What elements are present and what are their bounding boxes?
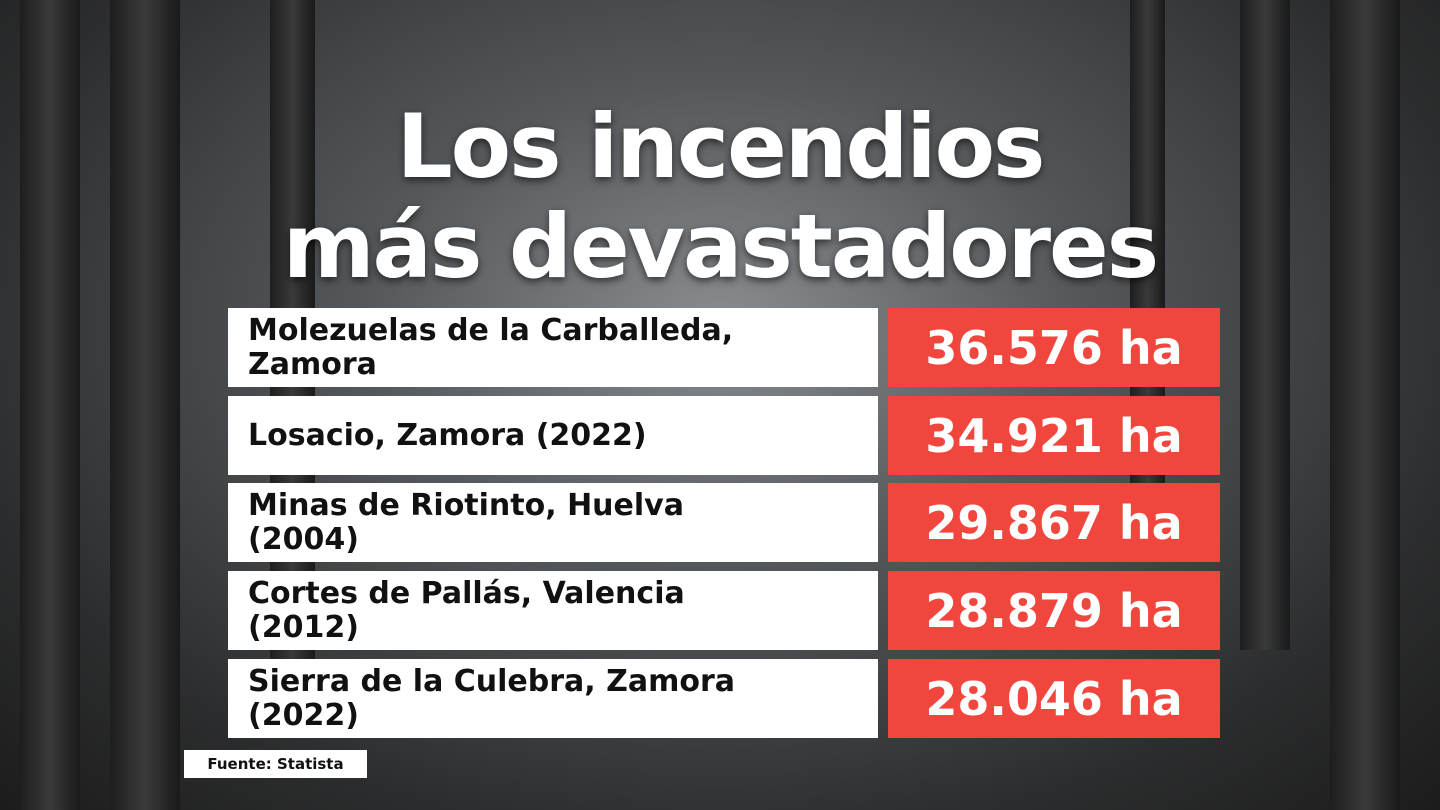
tree-trunk [110, 0, 180, 810]
row-name-line: Minas de Riotinto, Huelva [248, 487, 684, 523]
row-name-line: Molezuelas de la Carballeda, [248, 312, 734, 348]
row-value: 36.576 ha [888, 308, 1220, 387]
row-name-line: Losacio, Zamora (2022) [248, 417, 647, 453]
tree-trunk [20, 0, 80, 810]
row-value: 28.879 ha [888, 571, 1220, 650]
row-name-line: (2022) [248, 697, 359, 733]
row-value: 28.046 ha [888, 659, 1220, 738]
row-value: 34.921 ha [888, 396, 1220, 475]
row-name: Minas de Riotinto, Huelva (2004) [228, 483, 878, 562]
tree-trunk [1330, 0, 1400, 810]
row-value: 29.867 ha [888, 483, 1220, 562]
row-name: Molezuelas de la Carballeda, Zamora [228, 308, 878, 387]
row-name-line: Sierra de la Culebra, Zamora [248, 663, 736, 699]
row-name-line: Cortes de Pallás, Valencia [248, 575, 685, 611]
row-name-line: Zamora [248, 346, 377, 382]
row-name: Sierra de la Culebra, Zamora (2022) [228, 659, 878, 738]
row-name-line: (2004) [248, 521, 359, 557]
row-name: Losacio, Zamora (2022) [228, 396, 878, 475]
title-line: más devastadores [282, 195, 1159, 298]
tree-trunk [1240, 0, 1290, 650]
row-name: Cortes de Pallás, Valencia (2012) [228, 571, 878, 650]
title-line: Los incendios [396, 95, 1046, 198]
source: Fuente: Statista [184, 750, 367, 778]
row-name-line: (2012) [248, 609, 359, 645]
